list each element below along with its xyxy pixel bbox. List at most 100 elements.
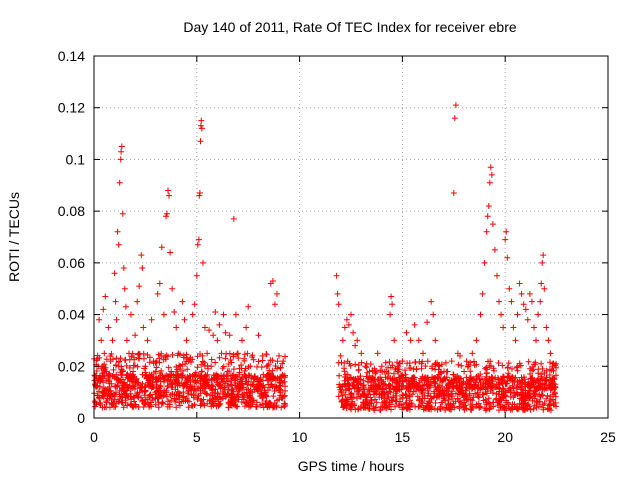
band-point [157, 382, 164, 389]
band-point [498, 379, 505, 386]
band-point [200, 385, 207, 392]
band-point [406, 406, 413, 413]
band-point [153, 364, 160, 371]
data-point [339, 337, 346, 344]
band-point [518, 374, 525, 381]
data-point [494, 272, 500, 279]
band-point [407, 381, 413, 387]
band-point [96, 400, 103, 407]
band-point [116, 391, 123, 398]
y-tick-label: 0.08 [58, 203, 85, 219]
band-point [539, 375, 546, 382]
data-point [486, 179, 493, 186]
data-point [481, 259, 488, 266]
band-point [450, 400, 457, 407]
band-point [165, 382, 171, 389]
band-point [428, 406, 435, 413]
band-point [256, 378, 263, 385]
band-point [532, 361, 539, 368]
data-point [389, 301, 396, 308]
band-point [518, 390, 525, 397]
band-point [188, 391, 195, 398]
band-point [219, 375, 226, 382]
data-point [403, 329, 410, 336]
band-point [202, 379, 209, 386]
data-point [216, 321, 223, 328]
band-point [232, 373, 239, 380]
band-point [183, 351, 190, 358]
data-point [136, 283, 143, 290]
band-point [475, 385, 482, 392]
band-point [174, 378, 181, 385]
data-point [411, 321, 418, 328]
band-point [225, 400, 232, 407]
band-point [461, 406, 468, 413]
band-point [483, 364, 490, 371]
band-point [241, 403, 248, 410]
band-point [121, 390, 128, 397]
band-point [373, 382, 380, 389]
band-point [244, 350, 251, 357]
data-point [520, 301, 527, 308]
band-point [441, 390, 448, 397]
band-point [224, 378, 231, 385]
band-point [231, 399, 238, 406]
data-point [259, 352, 266, 359]
data-point [171, 309, 178, 315]
band-point [255, 358, 262, 365]
band-point [180, 367, 186, 374]
band-point [421, 395, 428, 402]
axis-ticks: 0 0.02 0.04 0.06 0.08 0.1 0.12 0.14 0 5 10 15 20 25 [58, 48, 616, 445]
data-point [269, 278, 276, 284]
band-point [281, 393, 288, 400]
band-point [450, 379, 457, 386]
band-point [344, 358, 351, 365]
data-point [274, 290, 280, 297]
band-point [100, 379, 107, 386]
band-point [442, 359, 449, 366]
band-point [236, 387, 243, 394]
data-point [420, 350, 426, 357]
band-point [99, 370, 106, 377]
band-point [543, 376, 549, 383]
band-point [281, 403, 288, 410]
band-point [365, 405, 372, 412]
band-point [546, 372, 553, 378]
data-point [448, 358, 455, 365]
data-point [102, 293, 109, 300]
band-point [134, 393, 141, 400]
band-point [517, 395, 523, 402]
band-point [209, 392, 216, 399]
band-point [529, 367, 536, 374]
band-point [493, 395, 500, 402]
data-point [212, 309, 219, 315]
band-point [367, 384, 374, 391]
band-point [418, 360, 425, 367]
band-point [198, 361, 205, 368]
data-point [247, 363, 254, 370]
band-point [229, 391, 236, 398]
data-point [424, 319, 431, 326]
band-point [389, 376, 396, 383]
band-point [382, 359, 389, 366]
band-point [411, 379, 418, 386]
band-point [495, 375, 501, 381]
band-point [180, 394, 186, 401]
data-point [118, 148, 125, 155]
band-point [550, 375, 557, 382]
band-point [467, 368, 474, 375]
band-point [199, 358, 206, 365]
data-point [524, 316, 531, 323]
data-point [485, 203, 492, 209]
band-point [212, 359, 219, 366]
band-point [418, 375, 425, 382]
band-point [166, 371, 173, 378]
band-point [246, 395, 253, 402]
band-point [108, 350, 115, 357]
band-point [438, 391, 445, 398]
band-point [385, 364, 391, 371]
band-point [347, 391, 354, 398]
band-point [392, 366, 399, 372]
band-point [336, 372, 343, 379]
band-point [277, 386, 284, 393]
